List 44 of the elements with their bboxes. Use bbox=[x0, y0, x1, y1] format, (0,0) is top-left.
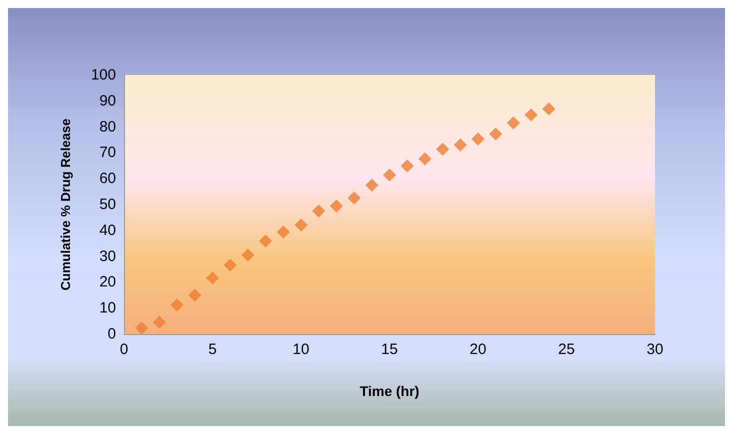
x-tick-label: 5 bbox=[208, 341, 217, 358]
x-tick-label: 0 bbox=[120, 341, 128, 358]
point bbox=[506, 116, 520, 130]
point bbox=[170, 298, 184, 312]
x-tick-label: 15 bbox=[381, 341, 398, 358]
point bbox=[330, 200, 343, 213]
point bbox=[135, 322, 148, 335]
y-tick-label: 40 bbox=[99, 222, 116, 239]
point bbox=[152, 316, 166, 329]
y-tick-label: 80 bbox=[99, 118, 116, 136]
point bbox=[241, 248, 254, 262]
y-axis-title: Cumulative % Drug Release bbox=[58, 118, 73, 290]
x-axis-title: Time (hr) bbox=[360, 383, 420, 399]
point bbox=[294, 218, 308, 232]
point bbox=[224, 258, 237, 272]
point bbox=[276, 225, 290, 238]
point bbox=[472, 132, 484, 146]
point bbox=[400, 159, 414, 172]
y-tick-label: 60 bbox=[99, 170, 116, 188]
y-tick-label: 90 bbox=[99, 92, 116, 110]
y-tick-label: 20 bbox=[99, 274, 116, 291]
point bbox=[312, 204, 326, 218]
x-tick-label: 10 bbox=[292, 341, 310, 358]
point bbox=[383, 168, 396, 182]
y-tick-label: 10 bbox=[99, 300, 116, 317]
point bbox=[365, 178, 378, 192]
x-tick-label: 30 bbox=[646, 341, 664, 358]
point bbox=[489, 128, 502, 141]
y-tick-label: 100 bbox=[90, 66, 116, 84]
point bbox=[418, 152, 432, 166]
point bbox=[259, 234, 272, 248]
point bbox=[436, 142, 450, 156]
x-tick-label: 20 bbox=[470, 341, 486, 358]
point bbox=[454, 138, 467, 152]
point bbox=[206, 272, 219, 285]
point bbox=[188, 288, 202, 302]
point bbox=[348, 192, 361, 205]
y-tick-label: 50 bbox=[99, 196, 116, 213]
y-tick-label: 30 bbox=[99, 248, 116, 265]
point bbox=[524, 108, 538, 122]
x-tick-label: 25 bbox=[558, 341, 575, 358]
y-tick-label: 0 bbox=[108, 326, 116, 342]
y-tick-label: 70 bbox=[99, 144, 116, 162]
point bbox=[542, 102, 556, 116]
